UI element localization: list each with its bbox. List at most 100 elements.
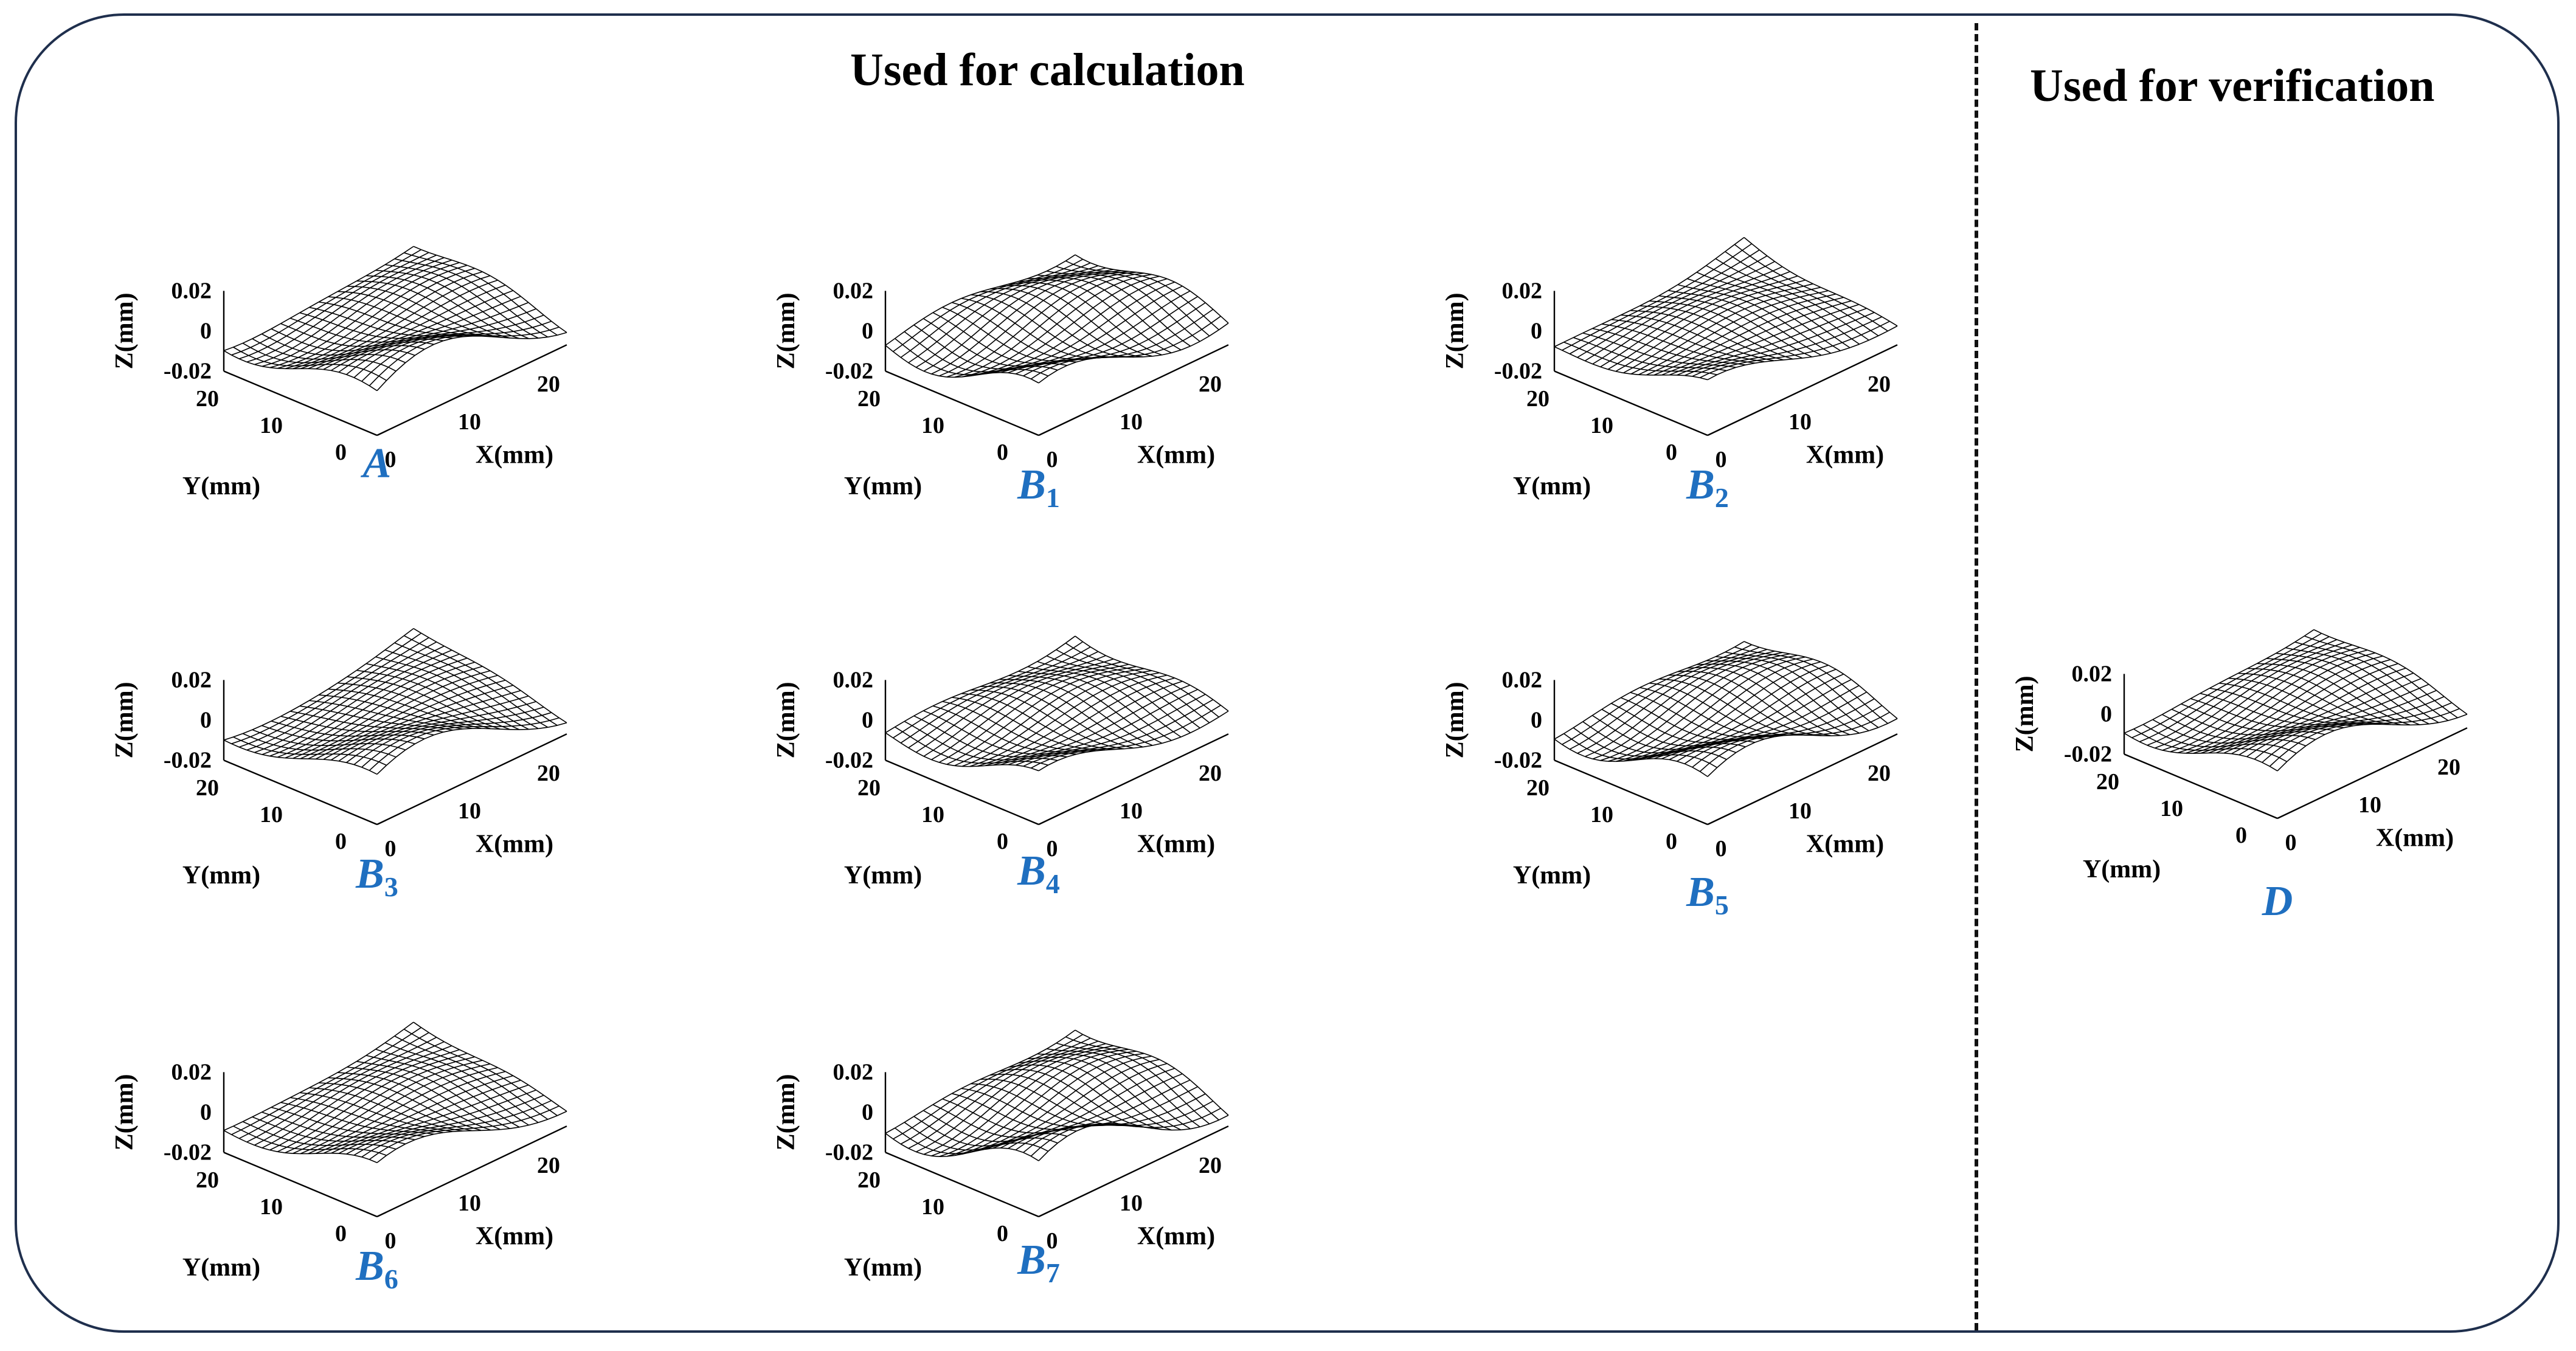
mesh-line bbox=[1753, 736, 1761, 738]
mesh-line bbox=[1843, 333, 1852, 340]
mesh-line bbox=[1754, 339, 1765, 344]
mesh-line bbox=[1096, 267, 1106, 271]
mesh-line bbox=[1764, 339, 1772, 345]
mesh-line bbox=[1036, 343, 1046, 351]
mesh-line bbox=[1102, 300, 1111, 308]
mesh-line bbox=[290, 350, 300, 356]
mesh-line bbox=[395, 676, 403, 680]
mesh-line bbox=[1104, 344, 1113, 349]
mesh-line bbox=[417, 258, 428, 264]
mesh-line bbox=[406, 696, 415, 701]
mesh-line bbox=[1056, 649, 1064, 655]
mesh-line bbox=[402, 645, 410, 650]
mesh-line bbox=[1785, 356, 1793, 360]
mesh-line bbox=[1075, 635, 1084, 643]
mesh-line bbox=[997, 325, 1006, 332]
mesh-line bbox=[348, 754, 356, 756]
mesh-line bbox=[954, 761, 964, 767]
mesh-line bbox=[1806, 343, 1816, 348]
mesh-line bbox=[497, 711, 507, 717]
mesh-line bbox=[405, 354, 415, 364]
mesh-line bbox=[1872, 705, 1883, 712]
mesh-line bbox=[1674, 292, 1684, 299]
mesh-line bbox=[1077, 665, 1085, 668]
mesh-line bbox=[1601, 319, 1612, 325]
mesh-line bbox=[904, 715, 915, 722]
mesh-line bbox=[1104, 662, 1112, 665]
mesh-line bbox=[418, 713, 428, 717]
mesh-line bbox=[420, 710, 428, 714]
x-tick-label: 20 bbox=[1199, 761, 1222, 786]
mesh-line bbox=[1020, 680, 1030, 685]
mesh-line bbox=[1022, 328, 1031, 335]
mesh-line bbox=[1064, 653, 1072, 658]
mesh-line bbox=[271, 363, 280, 365]
mesh-line bbox=[396, 702, 405, 706]
mesh-line bbox=[511, 725, 520, 730]
mesh-line bbox=[391, 722, 400, 725]
mesh-line bbox=[1768, 353, 1778, 356]
mesh-line bbox=[338, 735, 348, 742]
mesh-line bbox=[1594, 747, 1604, 753]
mesh-line bbox=[454, 709, 463, 714]
mesh-line bbox=[1649, 358, 1660, 365]
mesh-line bbox=[378, 761, 387, 766]
mesh-line bbox=[1053, 724, 1064, 732]
mesh-line bbox=[396, 696, 407, 703]
mesh-line bbox=[1196, 699, 1204, 706]
mesh-line bbox=[1813, 734, 1822, 736]
mesh-line bbox=[463, 671, 472, 677]
mesh-line bbox=[938, 710, 949, 718]
mesh-line bbox=[963, 323, 974, 332]
mesh-line bbox=[347, 699, 358, 707]
mesh-line bbox=[1841, 679, 1852, 685]
mesh-line bbox=[1697, 328, 1708, 336]
mesh-line bbox=[1826, 669, 1837, 674]
mesh-line bbox=[1000, 747, 1008, 751]
mesh-line bbox=[1782, 295, 1791, 300]
mesh-line bbox=[930, 323, 940, 329]
mesh-line bbox=[1832, 342, 1843, 347]
mesh-line bbox=[1737, 339, 1748, 344]
mesh-line bbox=[469, 680, 479, 685]
mesh-line bbox=[1746, 689, 1755, 696]
mesh-line bbox=[955, 325, 964, 332]
mesh-line bbox=[292, 347, 300, 351]
surface-mesh bbox=[1554, 641, 1898, 777]
mesh-line bbox=[294, 727, 302, 730]
mesh-line bbox=[315, 353, 324, 356]
mesh-line bbox=[431, 698, 440, 703]
mesh-line bbox=[1706, 295, 1714, 299]
mesh-line bbox=[1640, 363, 1650, 370]
mesh-line bbox=[368, 680, 378, 687]
mesh-line bbox=[248, 743, 257, 747]
mesh-line bbox=[1731, 674, 1742, 682]
mesh-line bbox=[1035, 295, 1044, 301]
mesh-line bbox=[348, 359, 358, 366]
mesh-line bbox=[391, 302, 400, 307]
mesh-line bbox=[1085, 733, 1096, 738]
mesh-line bbox=[299, 312, 308, 316]
mesh-line bbox=[431, 665, 439, 669]
mesh-line bbox=[286, 362, 297, 367]
mesh-line bbox=[428, 713, 436, 716]
mesh-line bbox=[285, 757, 293, 759]
mesh-line bbox=[1713, 269, 1722, 274]
mesh-line bbox=[1076, 737, 1086, 742]
mesh-line bbox=[1155, 285, 1166, 291]
mesh-line bbox=[1188, 296, 1199, 303]
mesh-line bbox=[528, 302, 537, 309]
mesh-line bbox=[1740, 669, 1751, 676]
mesh-line bbox=[490, 703, 500, 707]
mesh-line bbox=[1098, 327, 1107, 334]
mesh-line bbox=[256, 742, 266, 747]
mesh-line bbox=[461, 282, 472, 287]
mesh-line bbox=[423, 270, 432, 274]
mesh-line bbox=[521, 724, 531, 726]
mesh-line bbox=[440, 694, 449, 699]
heading-calculation: Used for calculation bbox=[850, 44, 1245, 95]
mesh-line bbox=[378, 753, 389, 762]
mesh-line bbox=[417, 347, 425, 350]
mesh-line bbox=[1149, 672, 1160, 676]
mesh-line bbox=[972, 711, 981, 716]
